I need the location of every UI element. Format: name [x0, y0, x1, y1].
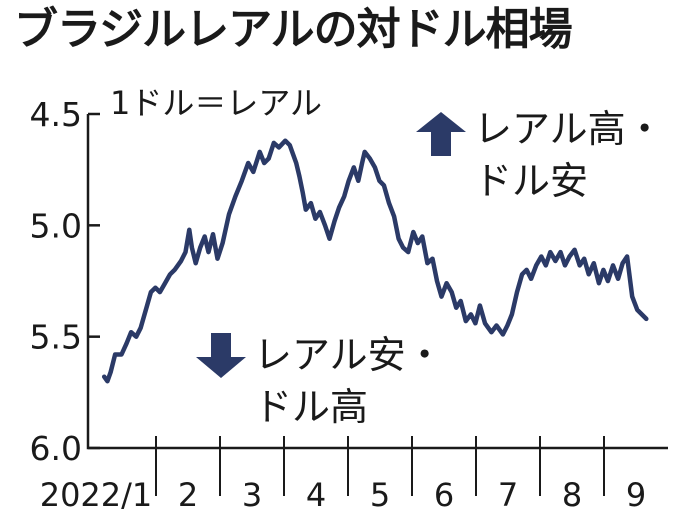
- x-tick-label: 3: [242, 476, 262, 514]
- x-tick-label: 4: [306, 476, 326, 514]
- callout-down-line-2: ドル高: [254, 385, 368, 429]
- x-tick-label: 9: [626, 476, 646, 514]
- x-tick-label: 8: [562, 476, 582, 514]
- callout-up-line-1: レアル高・: [474, 107, 664, 151]
- y-tick-label: 5.5: [30, 318, 82, 357]
- x-tick-label: 5: [370, 476, 390, 514]
- arrow-up-icon: [416, 112, 466, 156]
- series-layer: [101, 138, 649, 384]
- unit-note: 1ドル＝レアル: [110, 84, 322, 122]
- callout-down-line-1: レアル安・: [254, 333, 444, 377]
- chart-title: ブラジルレアルの対ドル相場: [14, 4, 573, 55]
- series-line: [101, 138, 649, 384]
- callout-real-weak: レアル安・ ドル高: [196, 333, 444, 429]
- callout-up-line-2: ドル安: [474, 159, 588, 203]
- y-tick-label: 5.0: [30, 206, 82, 245]
- y-tick-label: 4.5: [30, 95, 82, 134]
- x-axis-ticks: 2022/1 2 3 4 5 6 7 8 9: [40, 436, 646, 514]
- arrow-down-icon: [196, 333, 246, 378]
- y-axis-ticks: 4.5 5.0 5.5 6.0: [30, 95, 100, 468]
- x-tick-label: 2: [178, 476, 198, 514]
- x-tick-label: 2022/1: [40, 476, 153, 514]
- x-tick-label: 6: [434, 476, 454, 514]
- y-tick-label: 6.0: [30, 429, 82, 468]
- callout-real-strong: レアル高・ ドル安: [416, 107, 664, 203]
- x-tick-label: 7: [498, 476, 518, 514]
